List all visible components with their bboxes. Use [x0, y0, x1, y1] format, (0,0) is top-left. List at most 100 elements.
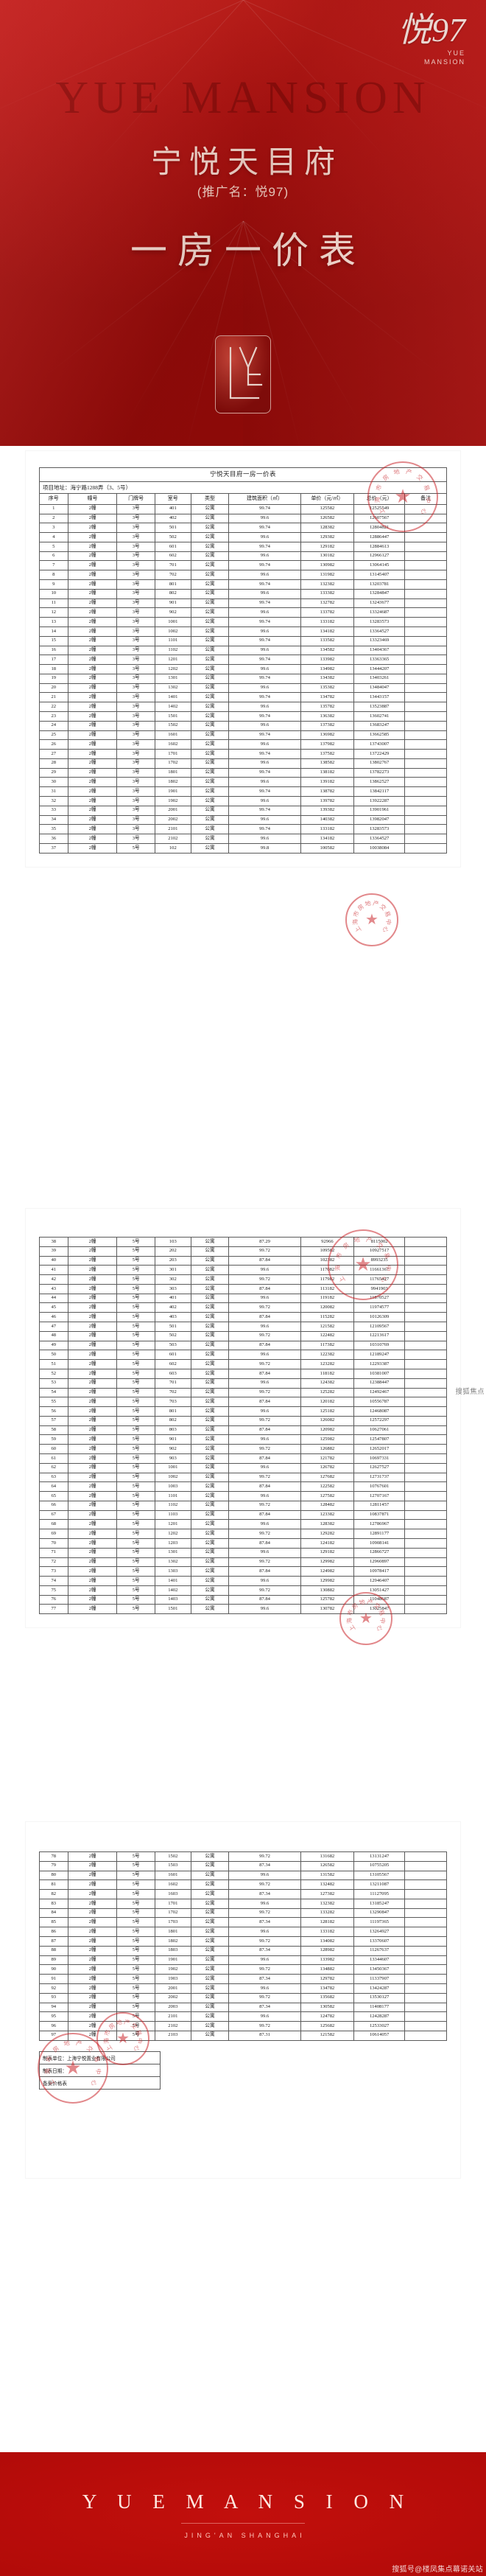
cell-幢号: 2幢 — [67, 1237, 118, 1247]
cell-总价（元）: 13185247 — [353, 1898, 406, 1909]
cell-幢号: 2幢 — [67, 739, 118, 750]
cell-单价（元/㎡）: 122382 — [300, 1350, 354, 1361]
cell-门牌号: 5号 — [116, 1879, 155, 1891]
cell-类型: 公寓 — [190, 1898, 230, 1909]
cell-建筑面积（㎡）: 87.84 — [228, 1481, 301, 1493]
table-row: 47 2幢 5号 501 公寓 99.6 121582 12109567 — [39, 1322, 447, 1332]
cell-门牌号: 5号 — [116, 1237, 155, 1247]
cell-单价（元/㎡）: 138782 — [300, 786, 354, 797]
cell-单价（元/㎡）: 113182 — [300, 1283, 354, 1294]
cell-序号: 83 — [39, 1898, 68, 1909]
cell-类型: 公寓 — [190, 513, 230, 524]
cell-室号: 703 — [154, 1397, 191, 1408]
table-row: 56 2幢 5号 801 公寓 99.6 125182 12468087 — [39, 1406, 447, 1417]
cell-总价（元）: 10310769 — [353, 1340, 406, 1351]
cell-备注 — [404, 2002, 447, 2013]
cell-类型: 公寓 — [190, 1397, 230, 1408]
cell-备注 — [404, 1340, 447, 1351]
cell-序号: 40 — [39, 1255, 68, 1266]
cell-建筑面积（㎡）: 99.6 — [228, 720, 301, 731]
table-col-header-0: 序号 — [39, 493, 68, 505]
cell-幢号: 2幢 — [67, 1907, 118, 1919]
cell-类型: 公寓 — [190, 1983, 230, 1994]
table-row: 39 2幢 5号 202 公寓 99.72 109582 10927517 — [39, 1246, 447, 1257]
cell-序号: 44 — [39, 1293, 68, 1304]
table-row: 89 2幢 5号 1901 公寓 99.6 133982 13344607 — [39, 1955, 447, 1966]
cell-门牌号: 5号 — [116, 1955, 155, 1966]
cell-单价（元/㎡）: 129782 — [300, 1974, 354, 1984]
cell-单价（元/㎡）: 132382 — [300, 1898, 354, 1909]
cell-备注 — [404, 1907, 447, 1919]
seal-char: 心 — [375, 1624, 384, 1633]
cell-总价（元）: 11870527 — [353, 1293, 406, 1304]
table-row: 67 2幢 5号 1103 公寓 87.84 123382 10837871 — [39, 1509, 447, 1521]
cell-备注 — [404, 1462, 447, 1473]
cell-类型: 公寓 — [190, 1359, 230, 1369]
cell-建筑面积（㎡）: 99.6 — [228, 1870, 301, 1881]
cell-建筑面积（㎡）: 87.84 — [228, 1255, 301, 1266]
cell-类型: 公寓 — [190, 1312, 230, 1323]
table-row: 97 2幢 5号 2103 公寓 87.31 121582 10614057 — [39, 2030, 447, 2041]
cell-备注 — [404, 1481, 447, 1493]
cell-单价（元/㎡）: 138582 — [300, 758, 354, 769]
cell-类型: 公寓 — [190, 635, 230, 646]
cell-单价（元/㎡）: 126582 — [300, 513, 354, 524]
table-row: 48 2幢 5号 502 公寓 99.72 122482 12213617 — [39, 1330, 447, 1341]
cell-类型: 公寓 — [190, 664, 230, 674]
cell-建筑面积（㎡）: 99.6 — [228, 814, 301, 825]
cell-类型: 公寓 — [190, 598, 230, 609]
cell-门牌号: 5号 — [116, 1274, 155, 1285]
cell-建筑面积（㎡）: 99.72 — [228, 1992, 301, 2003]
cell-总价（元）: 10038084 — [353, 842, 406, 854]
cell-幢号: 2幢 — [67, 598, 118, 609]
cell-总价（元）: 13105567 — [353, 1870, 406, 1881]
cell-幢号: 2幢 — [67, 1246, 118, 1257]
cell-幢号: 2幢 — [67, 1397, 118, 1408]
cell-门牌号: 5号 — [116, 2011, 155, 2022]
cell-单价（元/㎡）: 134182 — [300, 834, 354, 844]
cell-单价（元/㎡）: 128482 — [300, 1500, 354, 1511]
cell-门牌号: 5号 — [116, 1538, 155, 1549]
cell-单价（元/㎡）: 117382 — [300, 1340, 354, 1351]
cell-单价（元/㎡）: 128182 — [300, 1917, 354, 1928]
sidebar-watermark: 搜狐焦点 — [455, 1388, 485, 1396]
cell-类型: 公寓 — [190, 1368, 230, 1379]
cell-类型: 公寓 — [190, 1406, 230, 1417]
cell-备注 — [404, 1992, 447, 2003]
cell-总价（元）: 13283573 — [353, 824, 406, 835]
table-row: 21 2幢 3号 1401 公寓 99.74 134782 13443157 — [39, 692, 447, 703]
table-body-3: 78 2幢 5号 1502 公寓 99.72 131682 13131247 79 2幢 5号 150… — [39, 1851, 447, 2041]
page-title: 宁悦天目府 — [150, 146, 342, 180]
cell-室号: 903 — [154, 1453, 191, 1464]
cell-备注 — [404, 1538, 447, 1549]
cell-单价（元/㎡）: 120982 — [300, 1425, 354, 1436]
cell-室号: 601 — [154, 1350, 191, 1361]
cell-序号: 2 — [39, 513, 68, 524]
cell-室号: 502 — [154, 1330, 191, 1341]
cell-幢号: 2幢 — [67, 1425, 118, 1436]
cell-类型: 公寓 — [190, 730, 230, 741]
cell-类型: 公寓 — [190, 560, 230, 571]
cell-类型: 公寓 — [190, 1538, 230, 1549]
cell-门牌号: 5号 — [116, 1509, 155, 1521]
cell-建筑面积（㎡）: 99.6 — [228, 1604, 301, 1615]
cell-室号: 1102 — [154, 1500, 191, 1511]
cell-单价（元/㎡）: 122482 — [300, 1330, 354, 1341]
cell-单价（元/㎡）: 124182 — [300, 1538, 354, 1549]
cell-建筑面积（㎡）: 99.6 — [228, 1378, 301, 1389]
cell-序号: 26 — [39, 739, 68, 750]
table-row: 33 2幢 3号 2001 公寓 99.74 139382 13901961 — [39, 805, 447, 816]
table-row: 12 2幢 3号 902 公寓 99.6 133782 13324687 — [39, 607, 447, 618]
cell-总价（元）: 10767601 — [353, 1481, 406, 1493]
cell-门牌号: 3号 — [116, 560, 155, 571]
cell-室号: 2103 — [154, 2030, 191, 2041]
cell-备注 — [404, 598, 447, 609]
table-row: 55 2幢 5号 703 公寓 87.84 120182 10556787 — [39, 1397, 447, 1408]
cell-备注 — [404, 1265, 447, 1276]
cell-类型: 公寓 — [190, 1246, 230, 1257]
cell-总价（元）: 12468087 — [353, 1406, 406, 1417]
cell-备注 — [404, 673, 447, 684]
cell-备注 — [404, 1302, 447, 1313]
table-col-header-6: 单价（元/㎡） — [300, 493, 354, 505]
table-row: 88 2幢 5号 1803 公寓 87.34 128982 11267637 — [39, 1945, 447, 1956]
